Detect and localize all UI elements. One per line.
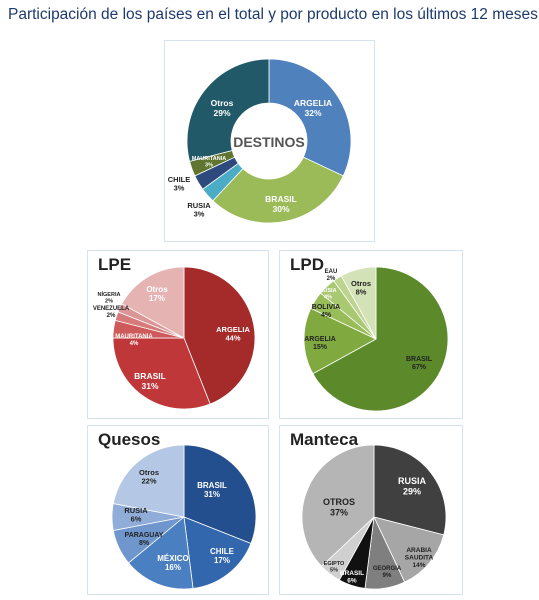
manteca-label-georgia: GEORGIA 9% <box>373 566 402 579</box>
quesos-slices <box>111 444 257 590</box>
manteca-label-arabia-saudita: ARABIA SAUDITA 14% <box>405 547 434 569</box>
lpd-slice-otros <box>340 266 377 340</box>
quesos-slice-otros <box>112 444 185 518</box>
destinos-slices <box>186 58 352 224</box>
manteca-label-brasil: BRASIL 6% <box>340 570 364 584</box>
destinos-label-brasil: BRASIL 30% <box>265 194 297 214</box>
quesos-label-paraguay: PARAGUAY 8% <box>125 532 164 547</box>
manteca-label-egipto: EGIPTO 5% <box>324 561 345 573</box>
lpd-slices <box>303 266 449 412</box>
lpe-slice-otros <box>121 266 185 339</box>
manteca-slices <box>301 444 447 590</box>
lpe-slice-argelia <box>183 266 256 405</box>
quesos-label-mexico: MÉXICO 16% <box>157 554 189 572</box>
destinos-label-mauritania: MAURITANIA 3% <box>192 156 226 168</box>
lpd-title: LPD <box>290 255 324 274</box>
destinos-label-otros: Otros 29% <box>211 98 234 118</box>
lpd-label-bolivia: BOLIVIA 4% <box>312 304 340 319</box>
lpe-label-brasil: BRASIL 31% <box>134 371 166 391</box>
manteca-title: Manteca <box>290 430 359 449</box>
destinos-label-argelia: ARGELIA 32% <box>294 98 332 118</box>
quesos-label-rusia: RUSIA 6% <box>124 506 148 524</box>
manteca-slice-otros <box>301 444 375 567</box>
destinos-slice-argelia <box>268 58 352 177</box>
destinos-label-rusia: RUSIA 3% <box>187 201 211 219</box>
quesos-slice-chile <box>183 516 252 589</box>
lpe-slices <box>112 266 256 410</box>
lpe-title: LPE <box>98 255 132 274</box>
quesos-label-chile: CHILE 17% <box>210 547 235 565</box>
destinos-labels: ARGELIA 32% BRASIL 30% RUSIA 3% CHILE 3%MAURITA… <box>168 98 332 219</box>
quesos-label-brasil: BRASIL 31% <box>197 481 227 499</box>
destinos-label-chile: CHILE 3% <box>168 175 191 193</box>
lpe-slice-brasil <box>112 337 211 410</box>
destinos-center-title: DESTINOS <box>233 134 305 150</box>
destinos-slice-brasil <box>212 156 344 224</box>
lpe-label-argelia: ARGELIA 44% <box>216 325 250 343</box>
manteca-slice-arabia-saudita <box>373 516 445 583</box>
quesos-slice-brasil <box>183 444 257 545</box>
manteca-labels: RUSIA 29% ARABIA SAUDITA 14%GEORGIA 9% BRASIL 6… <box>323 476 434 584</box>
lpd-label-argelia: ARGELIA 15% <box>304 336 336 351</box>
lpe-labels: ARGELIA 44% BRASIL 31% MAURITANIA 4% VENEZUELA… <box>93 285 251 391</box>
quesos-label-otros: Otros 22% <box>139 468 159 486</box>
lpd-label-rusia: RUSIA 4% <box>319 288 336 300</box>
page-title: Participación de los países en el total … <box>8 6 538 23</box>
lpd-label-eau: EAU 2% <box>325 269 338 282</box>
lpe-label-venezuela: VENEZUELA 2% <box>93 306 130 319</box>
lpe-label-mauritania: MAURITANIA 4% <box>115 334 153 347</box>
lpd-slice-brasil <box>312 266 449 412</box>
quesos-labels: BRASIL 31% CHILE 17% MÉXICO 16% PARAGUAY 8% RUSI… <box>124 468 234 572</box>
lpd-labels: BRASIL 67% ARGELIA 15% BOLIVIA 4% RUSIA 4% EAU 2%… <box>304 269 432 371</box>
lpd-label-brasil: BRASIL 67% <box>406 356 433 371</box>
quesos-slice-mexico <box>127 516 194 590</box>
manteca-label-otros: OTROS 37% <box>323 497 355 517</box>
lpe-label-otros: Otros 17% <box>146 285 168 303</box>
destinos-slice-otros <box>186 58 270 162</box>
lpd-label-otros: Otros 8% <box>351 279 371 297</box>
manteca-slice-rusia <box>373 444 447 536</box>
manteca-label-rusia: RUSIA 29% <box>398 476 427 496</box>
lpe-label-nigeria: NÍGERIA 2% <box>98 290 121 304</box>
lpd-slice-argelia <box>303 307 377 375</box>
quesos-title: Quesos <box>98 430 161 449</box>
